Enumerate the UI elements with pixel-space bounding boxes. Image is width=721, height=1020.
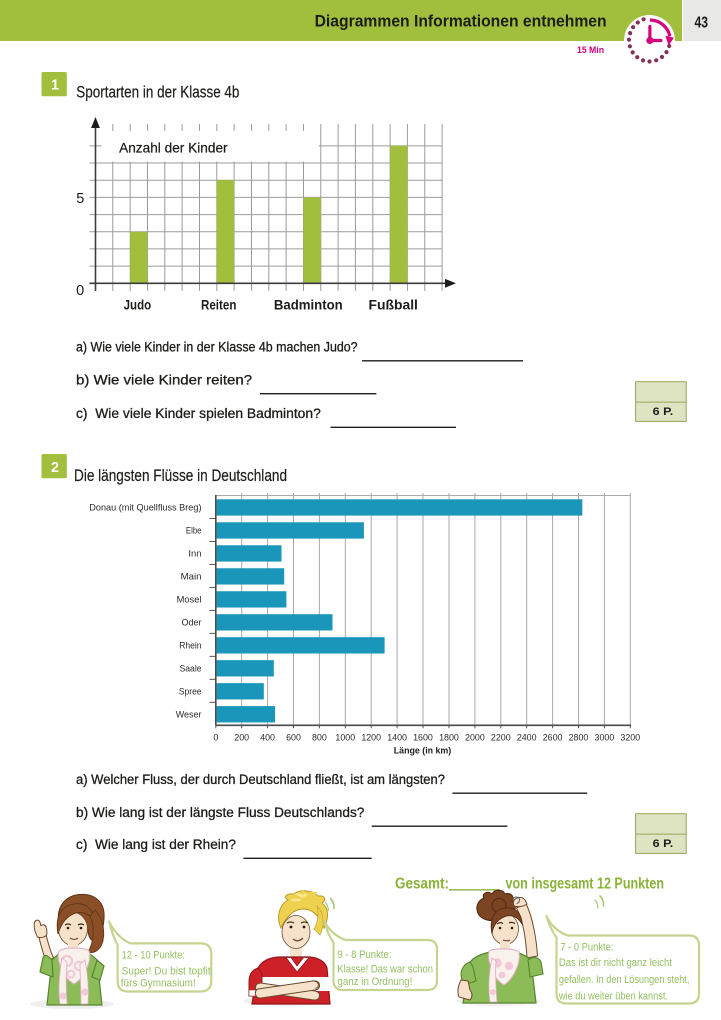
svg-text:400: 400 xyxy=(260,732,275,742)
svg-text:6 P.: 6 P. xyxy=(653,838,674,850)
svg-text:Fußball: Fußball xyxy=(368,296,418,312)
svg-text:Mosel: Mosel xyxy=(177,594,202,605)
svg-text:2: 2 xyxy=(51,460,59,476)
svg-text:43: 43 xyxy=(694,14,708,31)
svg-text:Elbe: Elbe xyxy=(186,526,202,537)
svg-text:3200: 3200 xyxy=(620,732,640,742)
svg-text:b) Wie viele Kinder reiten?: b) Wie viele Kinder reiten? xyxy=(76,373,252,388)
svg-text:200: 200 xyxy=(234,732,249,742)
svg-text:1200: 1200 xyxy=(361,732,381,742)
svg-text:Badminton: Badminton xyxy=(274,296,343,312)
svg-text:1000: 1000 xyxy=(335,732,355,742)
svg-text:Donau (mit Quellfluss Breg): Donau (mit Quellfluss Breg) xyxy=(89,503,201,514)
svg-text:Super! Du bist topfit: Super! Du bist topfit xyxy=(122,966,211,978)
svg-text:1400: 1400 xyxy=(387,732,407,742)
svg-text:800: 800 xyxy=(312,732,327,742)
svg-text:von insgesamt 12 Punkten: von insgesamt 12 Punkten xyxy=(506,876,665,893)
svg-text:2400: 2400 xyxy=(517,732,537,742)
svg-text:ganz in Ordnung!: ganz in Ordnung! xyxy=(337,976,412,988)
svg-text:15 Min: 15 Min xyxy=(577,45,604,56)
svg-text:6 P.: 6 P. xyxy=(653,406,674,418)
svg-text:Rhein: Rhein xyxy=(179,640,201,651)
svg-text:Länge (in km): Länge (in km) xyxy=(394,745,452,755)
svg-text:9 - 8 Punkte:: 9 - 8 Punkte: xyxy=(337,949,391,961)
svg-text:c) Wie viele Kinder spielen B: c) Wie viele Kinder spielen Badminton? xyxy=(76,406,321,421)
svg-text:Saale: Saale xyxy=(180,663,202,674)
svg-text:2800: 2800 xyxy=(569,732,589,742)
svg-text:Inn: Inn xyxy=(188,549,201,560)
svg-text:Klasse! Das war schon: Klasse! Das war schon xyxy=(337,963,433,975)
svg-text:c) Wie lang ist der Rhein?: c) Wie lang ist der Rhein? xyxy=(76,837,236,852)
svg-text:Die längsten Flüsse in Deutsch: Die längsten Flüsse in Deutschland xyxy=(74,466,287,485)
svg-text:gefallen. In den Lösungen steh: gefallen. In den Lösungen steht, xyxy=(559,974,690,986)
svg-text:2600: 2600 xyxy=(543,732,563,742)
svg-text:Reiten: Reiten xyxy=(201,296,236,312)
svg-text:Spree: Spree xyxy=(179,686,202,697)
svg-text:12 - 10 Punkte:: 12 - 10 Punkte: xyxy=(122,949,185,961)
svg-text:Sportarten in der Klasse 4b: Sportarten in der Klasse 4b xyxy=(76,82,239,101)
svg-text:Weser: Weser xyxy=(176,709,202,720)
svg-text:3000: 3000 xyxy=(595,732,615,742)
svg-text:1: 1 xyxy=(51,78,59,94)
svg-text:a) Welcher Fluss, der durch De: a) Welcher Fluss, der durch Deutschland … xyxy=(76,772,445,787)
svg-text:Das ist dir nicht ganz leicht: Das ist dir nicht ganz leicht xyxy=(559,957,672,969)
svg-text:Diagrammen Informationen entne: Diagrammen Informationen entnehmen xyxy=(315,11,607,30)
svg-text:600: 600 xyxy=(286,732,301,742)
svg-text:7 - 0 Punkte:: 7 - 0 Punkte: xyxy=(560,941,613,953)
svg-text:1600: 1600 xyxy=(413,732,433,742)
svg-text:1800: 1800 xyxy=(439,732,459,742)
svg-text:Anzahl der Kinder: Anzahl der Kinder xyxy=(119,140,228,156)
svg-text:b) Wie lang ist der längste Fl: b) Wie lang ist der längste Fluss Deutsc… xyxy=(76,805,364,820)
svg-text:0: 0 xyxy=(76,283,84,299)
svg-text:2200: 2200 xyxy=(491,732,511,742)
svg-text:Main: Main xyxy=(181,571,202,582)
svg-text:fürs Gymnasium!: fürs Gymnasium! xyxy=(121,977,196,989)
svg-text:wie du weiter üben kannst.: wie du weiter üben kannst. xyxy=(558,990,668,1002)
svg-text:5: 5 xyxy=(76,191,84,207)
svg-text:0: 0 xyxy=(213,732,218,742)
svg-text:a) Wie viele Kinder in der Kla: a) Wie viele Kinder in der Klasse 4b mac… xyxy=(76,340,358,355)
svg-text:Judo: Judo xyxy=(124,296,152,312)
svg-text:2000: 2000 xyxy=(465,732,485,742)
svg-text:Oder: Oder xyxy=(182,617,202,628)
svg-text:Gesamt:: Gesamt: xyxy=(395,876,449,893)
